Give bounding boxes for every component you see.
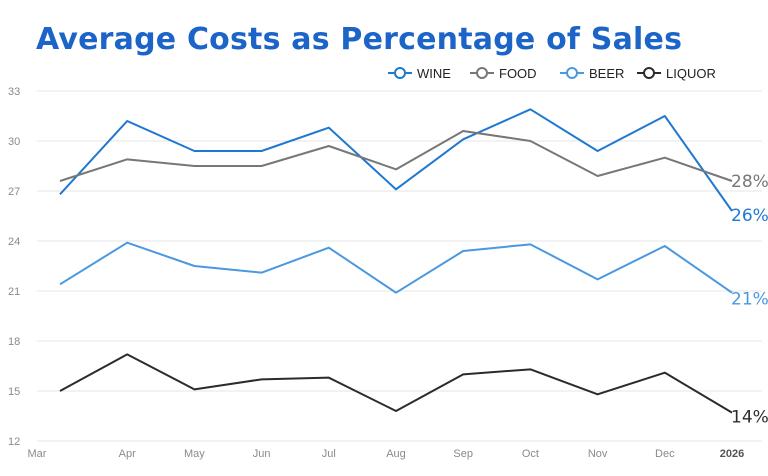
x-tick-label: Dec xyxy=(655,448,675,460)
x-tick-label: Nov xyxy=(588,448,608,460)
y-tick-label: 15 xyxy=(8,386,20,398)
y-tick-label: 12 xyxy=(8,436,20,448)
legend-marker xyxy=(394,67,406,79)
x-tick-label: Jul xyxy=(322,448,336,460)
series-line-liquor xyxy=(59,353,733,414)
legend-item-wine: WINE xyxy=(388,66,451,81)
legend-marker xyxy=(476,67,488,79)
chart-title: Average Costs as Percentage of Sales xyxy=(36,22,683,57)
legend-label: BEER xyxy=(589,66,624,81)
end-label-beer: 21% xyxy=(731,290,768,310)
end-label-wine: 26% xyxy=(731,206,768,226)
legend-item-food: FOOD xyxy=(470,66,537,81)
legend-marker xyxy=(643,67,655,79)
legend-label: WINE xyxy=(417,66,451,81)
x-tick-label: Sep xyxy=(453,448,473,460)
x-tick-label: Oct xyxy=(522,448,539,460)
x-tick-label: Apr xyxy=(119,448,136,460)
y-tick-label: 24 xyxy=(8,236,20,248)
x-tick-label: Mar xyxy=(28,448,47,460)
series-line-wine xyxy=(59,108,733,212)
y-tick-label: 21 xyxy=(8,286,20,298)
series-line-food xyxy=(59,130,733,182)
x-tick-label: Aug xyxy=(386,448,406,460)
y-tick-label: 27 xyxy=(8,186,20,198)
legend-label: FOOD xyxy=(499,66,537,81)
end-label-liquor: 14% xyxy=(731,408,768,428)
legend-marker xyxy=(566,67,578,79)
legend-item-beer: BEER xyxy=(560,66,624,81)
y-tick-label: 30 xyxy=(8,136,20,148)
end-label-food: 28% xyxy=(731,172,768,192)
series-line-beer xyxy=(59,241,733,294)
legend-item-liquor: LIQUOR xyxy=(637,66,716,81)
x-tick-label: May xyxy=(184,448,205,460)
y-tick-label: 33 xyxy=(8,86,20,98)
x-tick-label: Jun xyxy=(253,448,271,460)
y-tick-label: 18 xyxy=(8,336,20,348)
legend-label: LIQUOR xyxy=(666,66,716,81)
x-tick-label: 2026 xyxy=(720,448,744,460)
